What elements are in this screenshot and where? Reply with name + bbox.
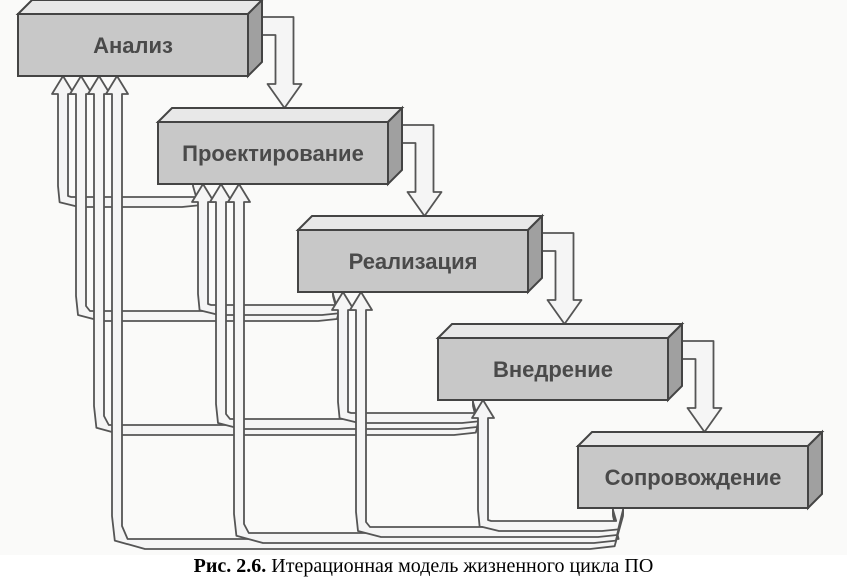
box-side (668, 324, 682, 400)
diagram-svg: Анализ Проектирование Реализация Внедрение С… (0, 0, 847, 555)
box-side (808, 432, 822, 508)
box-side (388, 108, 402, 184)
box-top (158, 108, 402, 122)
box-top (438, 324, 682, 338)
stage-box: Внедрение (438, 324, 682, 400)
box-label: Внедрение (493, 357, 613, 382)
stage-box: Реализация (298, 216, 542, 292)
caption-prefix: Рис. 2.6. (194, 555, 267, 577)
stage-box: Сопровождение (578, 432, 822, 508)
box-side (248, 0, 262, 76)
box-top (298, 216, 542, 230)
box-label: Проектирование (182, 141, 364, 166)
box-label: Сопровождение (605, 465, 782, 490)
stage-box: Проектирование (158, 108, 402, 184)
box-top (578, 432, 822, 446)
stage-box: Анализ (18, 0, 262, 76)
caption-text: Итерационная модель жизненного цикла ПО (271, 555, 653, 577)
box-top (18, 0, 262, 14)
box-label: Реализация (349, 249, 478, 274)
box-label: Анализ (93, 33, 173, 58)
diagram-container: Анализ Проектирование Реализация Внедрение С… (0, 0, 847, 555)
figure-caption: Рис. 2.6. Итерационная модель жизненного… (0, 555, 847, 578)
box-side (528, 216, 542, 292)
